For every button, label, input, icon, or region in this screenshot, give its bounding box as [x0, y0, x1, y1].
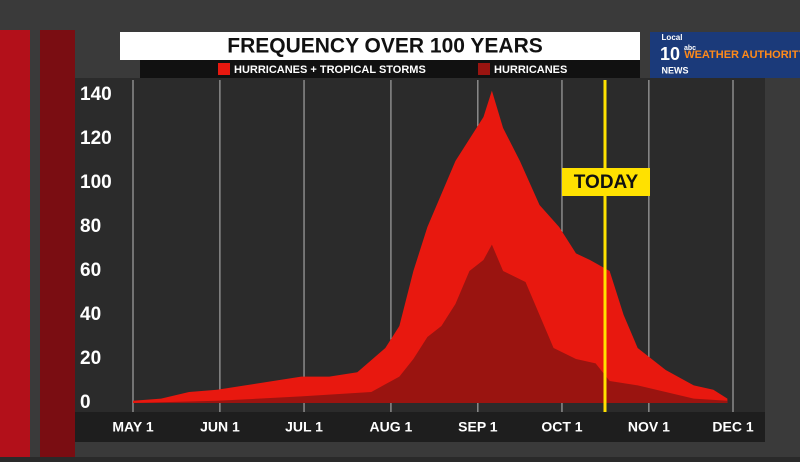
x-tick-label: DEC 1 [712, 419, 753, 435]
today-box [562, 168, 650, 196]
y-tick-label: 100 [80, 172, 112, 193]
x-tick-label: OCT 1 [541, 419, 582, 435]
y-tick-label: 40 [80, 304, 101, 325]
today-label: TODAY [574, 172, 639, 193]
y-tick-label: 20 [80, 348, 101, 369]
legend-bar [140, 60, 640, 78]
y-tick-label: 120 [80, 128, 112, 149]
side-strip [40, 30, 75, 457]
x-axis-bar [75, 412, 765, 442]
title-bar [120, 32, 640, 60]
legend-label: HURRICANES [494, 64, 567, 76]
legend-swatch [218, 63, 230, 75]
logo-text: abc [684, 45, 696, 52]
y-tick-label: 60 [80, 260, 101, 281]
y-tick-label: 80 [80, 216, 101, 237]
y-tick-label: 0 [80, 392, 91, 413]
x-tick-label: AUG 1 [370, 419, 413, 435]
logo-text: NEWS [662, 65, 689, 75]
side-strip [0, 30, 30, 457]
legend-swatch [478, 63, 490, 75]
logo-text: 10 [660, 44, 680, 64]
legend-label: HURRICANES + TROPICAL STORMS [234, 64, 426, 76]
y-tick-label: 140 [80, 84, 112, 105]
x-tick-label: JUN 1 [200, 419, 240, 435]
x-tick-label: SEP 1 [458, 419, 498, 435]
chart-title: FREQUENCY OVER 100 YEARS [227, 35, 543, 58]
x-tick-label: JUL 1 [285, 419, 323, 435]
area [133, 244, 728, 403]
logo-text: Local [662, 33, 683, 42]
logo-box [650, 32, 800, 78]
area [133, 90, 728, 403]
x-tick-label: MAY 1 [112, 419, 153, 435]
logo-text: WEATHER AUTHORITY [684, 49, 800, 61]
x-tick-label: NOV 1 [628, 419, 670, 435]
